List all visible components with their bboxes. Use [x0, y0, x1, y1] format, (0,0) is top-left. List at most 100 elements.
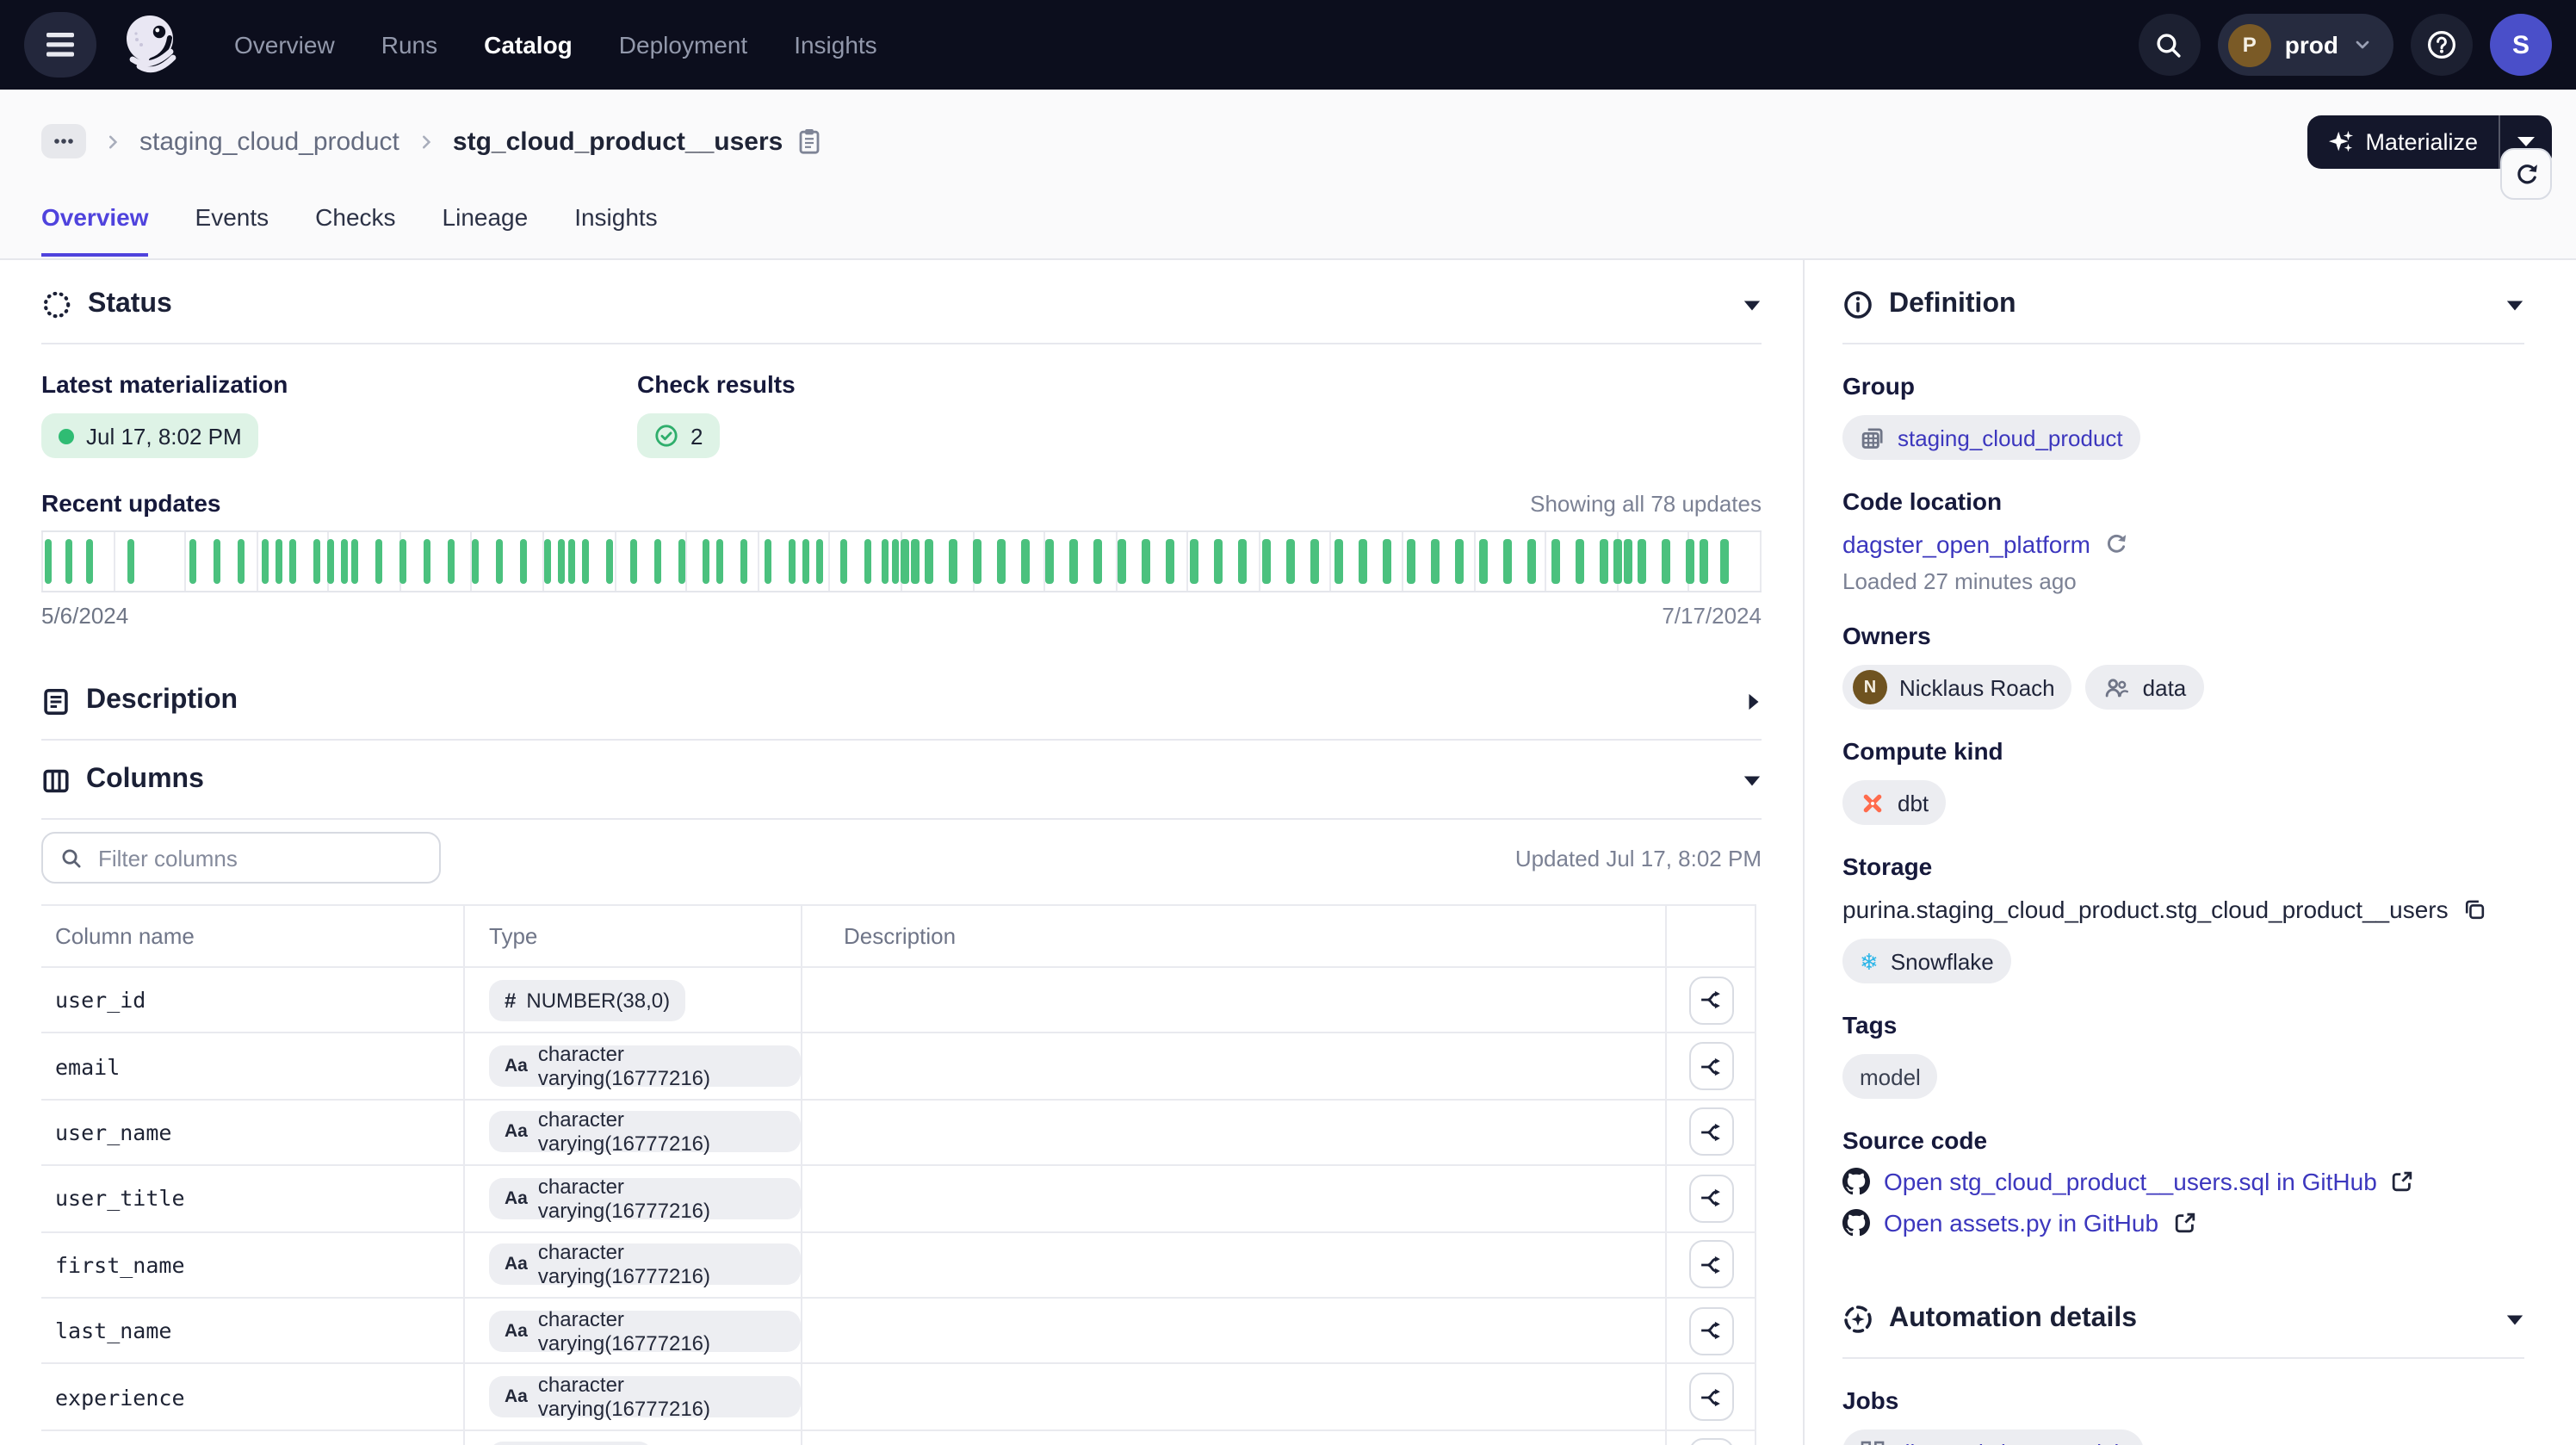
column-lineage-button[interactable] [1688, 1438, 1733, 1445]
refresh-button[interactable] [2500, 148, 2552, 200]
update-tick [1503, 539, 1512, 584]
owner-user-pill[interactable]: N Nicklaus Roach [1842, 665, 2072, 710]
column-type-text: character varying(16777216) [537, 1042, 711, 1091]
recent-updates-strip[interactable] [41, 530, 1762, 592]
nav-item-insights[interactable]: Insights [794, 31, 877, 59]
tab-events[interactable]: Events [195, 203, 269, 231]
column-name: last_name [55, 1318, 172, 1344]
breadcrumb-group-link[interactable]: staging_cloud_product [139, 127, 399, 156]
column-lineage-button[interactable] [1688, 1306, 1733, 1355]
collapse-columns-caret-icon[interactable] [1743, 772, 1762, 788]
tag-pill[interactable]: model [1842, 1054, 1938, 1099]
owners-field: Owners N Nicklaus Roach data [1842, 622, 2524, 710]
nav-item-runs[interactable]: Runs [381, 31, 438, 59]
search-button[interactable] [2138, 14, 2201, 76]
update-tick [1576, 539, 1584, 584]
hamburger-menu-button[interactable] [24, 12, 96, 78]
breadcrumb-ellipsis-button[interactable] [41, 124, 86, 158]
updates-end-date: 7/17/2024 [1662, 603, 1762, 629]
sparkle-icon [2327, 128, 2353, 154]
column-type-text: character varying(16777216) [537, 1107, 711, 1157]
nav-item-deployment[interactable]: Deployment [618, 31, 748, 59]
columns-table-header: Column name Type Description [41, 906, 1756, 968]
recent-updates-label: Recent updates [41, 489, 221, 517]
table-row: experience Aa character varying(16777216) [41, 1364, 1756, 1431]
column-type-pill: # NUMBER(38,0) [489, 979, 686, 1021]
column-lineage-button[interactable] [1688, 976, 1733, 1025]
owner-name: data [2142, 674, 2187, 700]
update-tick [557, 539, 566, 584]
code-location-link[interactable]: dagster_open_platform [1842, 530, 2090, 558]
collapse-automation-caret-icon[interactable] [2505, 1312, 2524, 1327]
column-description-cell [802, 1166, 1667, 1231]
tab-overview[interactable]: Overview [41, 193, 150, 257]
nav-item-catalog[interactable]: Catalog [484, 31, 573, 59]
column-lineage-button[interactable] [1688, 1174, 1733, 1223]
update-tick [1407, 539, 1415, 584]
column-lineage-icon [1698, 1252, 1724, 1278]
copy-asset-name-button[interactable] [796, 127, 820, 155]
check-results-label: Check results [637, 370, 796, 398]
update-tick [1334, 539, 1343, 584]
dagster-logo-icon[interactable] [121, 12, 186, 78]
search-icon [2155, 30, 2184, 59]
updates-segment [1117, 532, 1189, 591]
column-name: email [55, 1053, 121, 1080]
update-tick [1142, 539, 1150, 584]
update-tick [1190, 539, 1198, 584]
storage-kind-pill[interactable]: ❄ Snowflake [1842, 939, 2011, 983]
deployment-switcher[interactable]: P prod [2217, 14, 2393, 76]
column-type-pill: Aa character varying(16777216) [489, 1306, 801, 1355]
latest-materialization-label: Latest materialization [41, 370, 288, 398]
update-tick [1527, 539, 1536, 584]
column-lineage-button[interactable] [1688, 1042, 1733, 1091]
column-lineage-icon [1698, 1053, 1724, 1079]
group-label: Group [1842, 372, 1915, 400]
update-tick [1431, 539, 1440, 584]
copy-storage-path-button[interactable] [2462, 897, 2486, 921]
tab-lineage[interactable]: Lineage [442, 203, 529, 231]
expand-description-caret-icon[interactable] [1746, 691, 1762, 710]
compute-kind-pill[interactable]: dbt [1842, 780, 1947, 825]
latest-materialization-field: Latest materialization Jul 17, 8:02 PM [41, 370, 637, 458]
collapse-definition-caret-icon[interactable] [2505, 297, 2524, 313]
column-type-pill: Aa character varying(16777216) [489, 1241, 801, 1289]
column-actions-cell [1667, 1033, 1756, 1099]
check-results-pill[interactable]: 2 [637, 413, 721, 458]
update-tick [764, 539, 772, 584]
collapse-status-caret-icon[interactable] [1743, 297, 1762, 313]
automation-title: Automation details [1889, 1304, 2138, 1333]
tags-label: Tags [1842, 1011, 1898, 1039]
materialize-dropdown-button[interactable] [2500, 134, 2552, 148]
column-lineage-button[interactable] [1688, 1240, 1733, 1289]
filter-columns-input[interactable] [95, 843, 394, 872]
update-tick [678, 539, 686, 584]
columns-updated-text: Updated Jul 17, 8:02 PM [1514, 845, 1762, 871]
column-name: experience [55, 1384, 185, 1411]
definition-sidebar: Definition Group staging_cloud_product [1805, 260, 2576, 1445]
materialize-button[interactable]: Materialize [2307, 128, 2499, 154]
reload-location-icon[interactable] [2104, 532, 2128, 556]
owner-team-pill[interactable]: data [2085, 665, 2204, 710]
source-code-link[interactable]: Open assets.py in GitHub [1842, 1209, 2524, 1237]
job-pill[interactable]: dbt_analytics_core_job [1842, 1429, 2144, 1445]
group-pill[interactable]: staging_cloud_product [1842, 415, 2140, 460]
tab-insights[interactable]: Insights [574, 203, 658, 231]
column-lineage-button[interactable] [1688, 1373, 1733, 1422]
column-actions-cell [1667, 968, 1756, 1033]
table-row: user_id # NUMBER(38,0) [41, 968, 1756, 1034]
external-link-icon [2391, 1169, 2415, 1194]
columns-icon [41, 766, 71, 795]
user-avatar[interactable]: S [2490, 14, 2552, 76]
column-type-cell: BOOLEAN [465, 1430, 802, 1445]
help-button[interactable] [2411, 14, 2473, 76]
column-lineage-button[interactable] [1688, 1107, 1733, 1157]
hamburger-icon [46, 33, 74, 57]
github-icon [1842, 1209, 1870, 1237]
tab-checks[interactable]: Checks [315, 203, 396, 231]
chevron-right-icon [103, 132, 122, 151]
latest-materialization-pill[interactable]: Jul 17, 8:02 PM [41, 413, 259, 458]
source-code-link[interactable]: Open stg_cloud_product__users.sql in Git… [1842, 1168, 2524, 1195]
update-tick [543, 539, 552, 584]
nav-item-overview[interactable]: Overview [234, 31, 335, 59]
